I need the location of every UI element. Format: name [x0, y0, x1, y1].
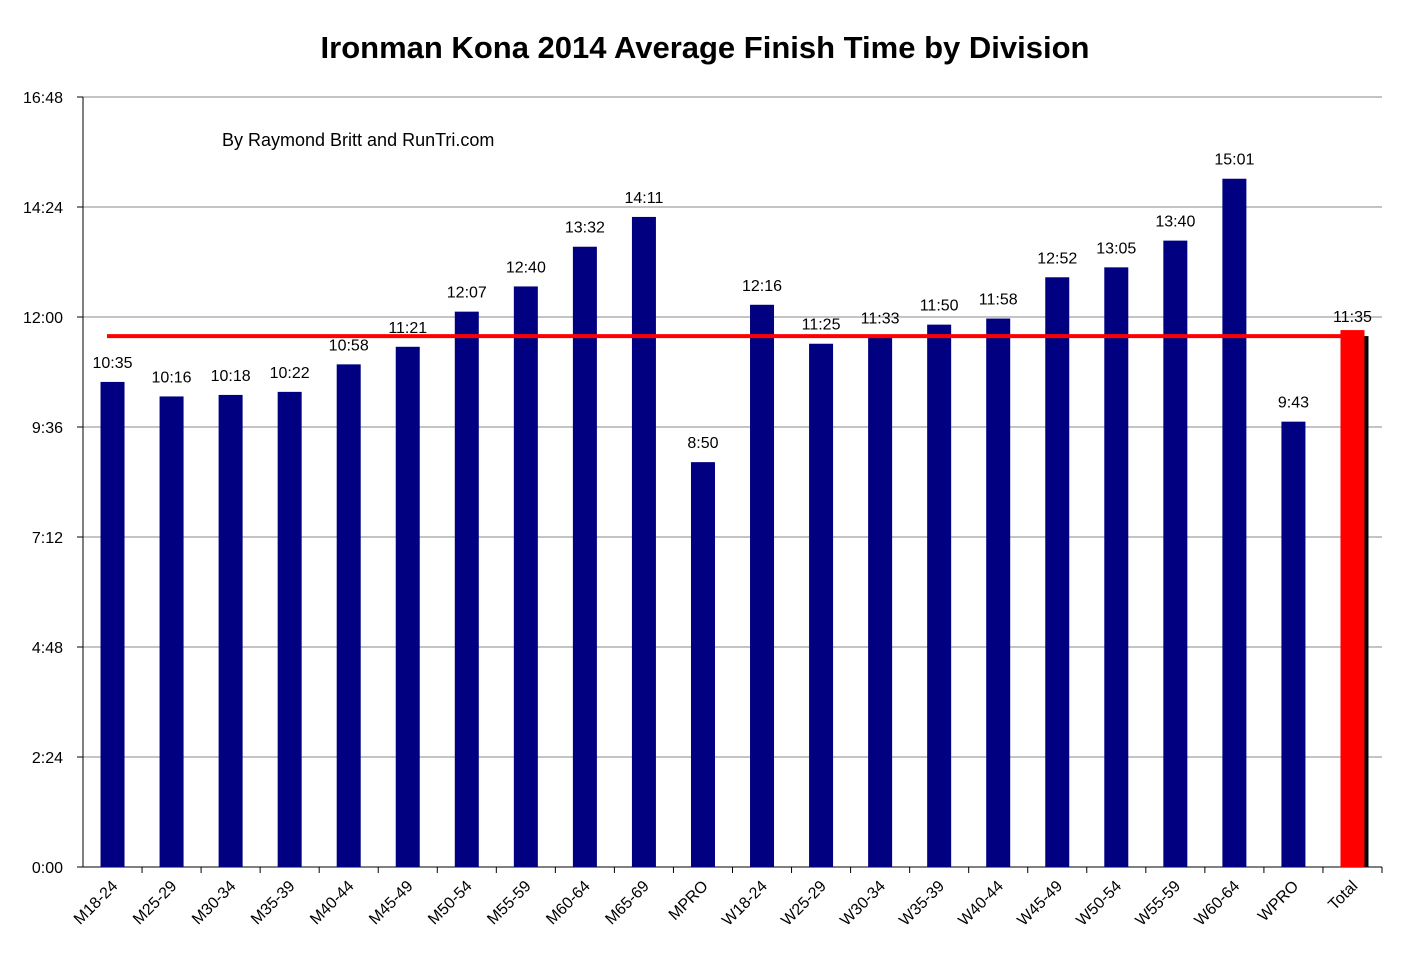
bar: [454, 311, 479, 867]
data-label: 11:21: [388, 320, 427, 337]
data-label: 9:43: [1278, 395, 1309, 412]
x-tick-label: M60-64: [543, 878, 593, 928]
bar: [631, 216, 656, 868]
bar: [336, 364, 361, 867]
data-label: 10:16: [152, 369, 192, 386]
bar: [513, 286, 538, 867]
bar: [277, 391, 302, 867]
bar: [1163, 240, 1188, 868]
bar-total: [1340, 330, 1365, 867]
x-tick-label: W50-54: [1073, 878, 1125, 930]
data-label: 13:05: [1096, 240, 1136, 257]
data-label: 13:32: [565, 220, 605, 237]
data-label: 10:18: [211, 368, 251, 385]
x-tick-label: W55-59: [1133, 878, 1185, 930]
data-label: 11:58: [979, 292, 1018, 309]
x-tick-label: W30-34: [837, 878, 889, 930]
x-tick-label: M30-34: [189, 878, 239, 928]
bar: [572, 246, 597, 867]
x-tick-label: W25-29: [778, 878, 830, 930]
x-tick-label: W35-39: [896, 878, 948, 930]
y-tick-label: 12:00: [23, 310, 63, 327]
bar: [100, 381, 125, 867]
bar: [1104, 267, 1129, 867]
bar: [750, 304, 775, 867]
x-tick-label: MPRO: [666, 878, 712, 924]
chart-title: Ironman Kona 2014 Average Finish Time by…: [321, 30, 1090, 65]
bar: [809, 343, 834, 868]
x-tick-label: M25-29: [130, 878, 180, 928]
bar: [986, 318, 1011, 867]
y-tick-label: 16:48: [23, 90, 63, 107]
data-label: 10:22: [270, 365, 310, 382]
x-tick-label: WPRO: [1255, 878, 1302, 925]
x-tick-label: Total: [1325, 878, 1361, 914]
data-label: 11:25: [802, 317, 841, 334]
bar: [927, 324, 952, 867]
x-tick-label: M40-44: [307, 878, 357, 928]
y-tick-label: 9:36: [32, 420, 63, 437]
bar: [1045, 277, 1070, 867]
y-tick-label: 4:48: [32, 640, 63, 657]
data-label: 12:16: [742, 278, 782, 295]
bar: [1281, 421, 1306, 867]
x-tick-label: W18-24: [719, 878, 771, 930]
y-tick-label: 0:00: [32, 860, 63, 877]
bars: [100, 178, 1369, 868]
data-label: 10:58: [329, 337, 369, 354]
data-label: 12:07: [447, 285, 487, 302]
x-tick-label: W40-44: [955, 878, 1007, 930]
bar: [1222, 178, 1247, 868]
data-label: 11:50: [920, 298, 959, 315]
x-tick-labels: M18-24 M25-29 M30-34 M35-39 M40-44 M45-49 M50-…: [71, 878, 1361, 930]
bar: [218, 394, 243, 867]
x-tick-label: M65-69: [602, 878, 652, 928]
data-label: 8:50: [687, 435, 718, 452]
chart-subtitle: By Raymond Britt and RunTri.com: [222, 130, 494, 150]
bar: [395, 346, 420, 868]
x-tick-label: W45-49: [1014, 878, 1066, 930]
y-tick-label: 7:12: [32, 530, 63, 547]
data-label: 11:33: [861, 311, 900, 328]
data-label: 13:40: [1155, 214, 1195, 231]
data-label: 15:01: [1214, 152, 1254, 169]
data-label: 14:11: [625, 190, 664, 207]
x-tick-label: M50-54: [425, 878, 475, 928]
data-label: 10:35: [92, 355, 132, 372]
data-label: 12:40: [506, 259, 546, 276]
bar: [159, 396, 184, 867]
y-tick-label: 14:24: [23, 200, 63, 217]
bar: [868, 337, 893, 867]
y-tick-label: 2:24: [32, 750, 63, 767]
x-tick-label: M18-24: [71, 878, 121, 928]
data-label: 11:35: [1333, 309, 1372, 326]
x-tick-label: M45-49: [366, 878, 416, 928]
y-tick-labels: 0:00 2:24 4:48 7:12 9:36 12:00 14:24 16:48: [23, 90, 63, 877]
data-labels: 10:35 10:16 10:18 10:22 10:58 11:21 12:07 12:40…: [92, 152, 1372, 452]
x-tick-label: M35-39: [248, 878, 298, 928]
bar: [690, 462, 715, 867]
x-tick-label: W60-64: [1192, 878, 1244, 930]
data-label: 12:52: [1037, 250, 1077, 267]
x-tick-label: M55-59: [484, 878, 534, 928]
